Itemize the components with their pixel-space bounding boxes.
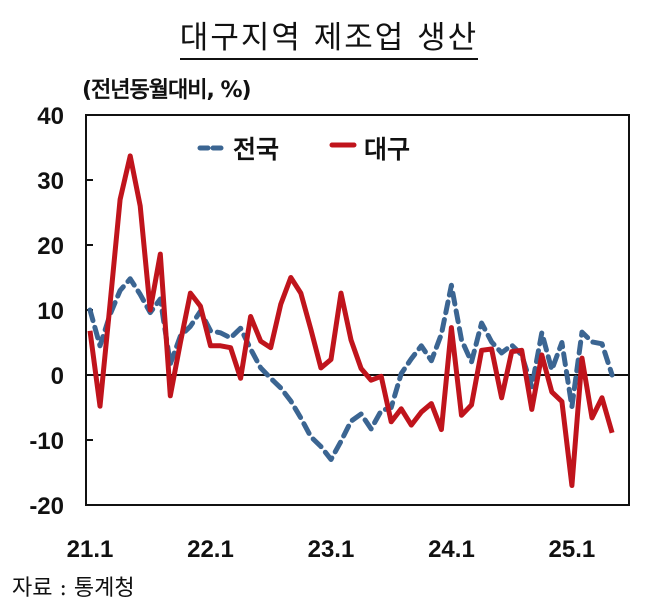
y-axis: 40 30 20 10 0 -10 -20	[29, 103, 93, 520]
y-tick-label: 20	[37, 233, 64, 260]
source-note: 자료 : 통계청	[12, 576, 135, 601]
x-tick-label: 23.1	[308, 536, 355, 563]
x-tick-label: 25.1	[549, 536, 596, 563]
y-tick-label: 40	[37, 103, 64, 130]
chart-title-text: 대구지역 제조업 생산	[179, 20, 479, 60]
legend-label-national: 전국	[233, 135, 279, 164]
y-tick-label: 10	[37, 298, 64, 325]
legend: 전국 대구	[197, 135, 410, 164]
plot-area-frame	[85, 114, 630, 506]
x-tick-label: 24.1	[428, 536, 475, 563]
legend-label-daegu: 대구	[364, 135, 410, 164]
y-tick-label: -10	[29, 428, 64, 455]
x-tick-label: 22.1	[187, 536, 234, 563]
y-tick-label: 0	[51, 363, 64, 390]
chart-title: 대구지역 제조업 생산	[0, 12, 658, 60]
series-line-daegu	[87, 153, 615, 488]
y-tick-label: 30	[37, 168, 64, 195]
y-axis-unit-label: (전년동월대비, %)	[82, 78, 252, 103]
x-axis: 21.1 22.1 23.1 24.1 25.1	[67, 536, 596, 563]
x-tick-label: 21.1	[67, 536, 114, 563]
y-tick-label: -20	[29, 493, 64, 520]
